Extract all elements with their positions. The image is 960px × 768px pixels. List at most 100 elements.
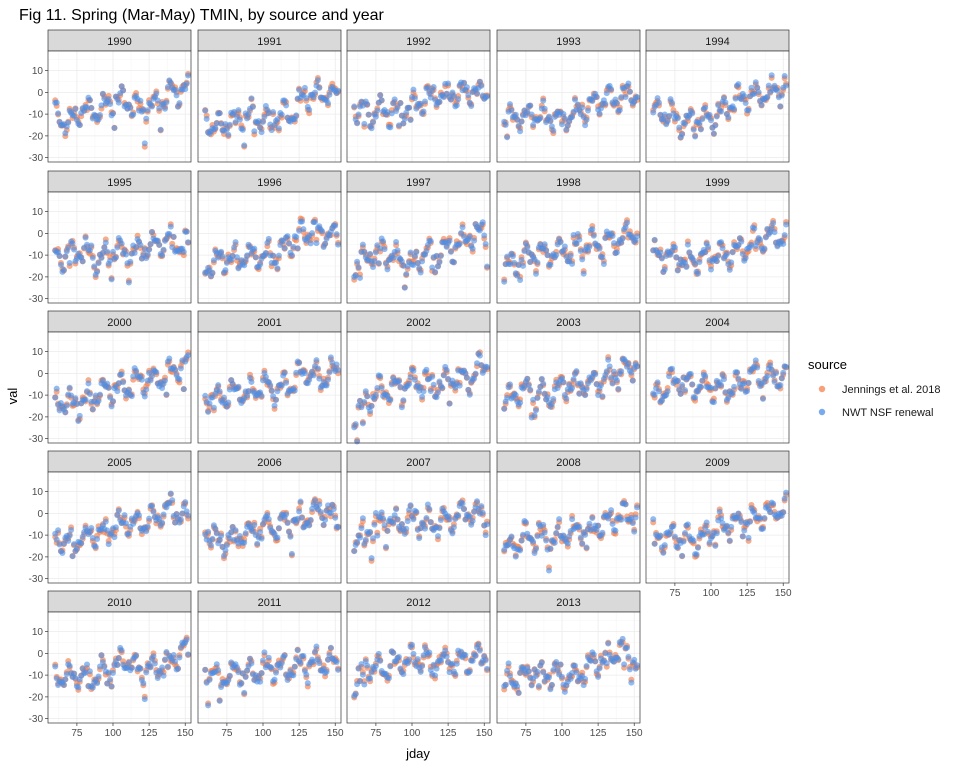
point-nwt — [258, 670, 265, 677]
point-nwt — [474, 498, 480, 505]
point-nwt — [430, 83, 437, 90]
point-nwt — [560, 111, 567, 118]
point-nwt — [372, 113, 379, 120]
point-nwt — [69, 240, 76, 247]
point-nwt — [284, 233, 291, 240]
point-nwt — [401, 115, 408, 122]
point-nwt — [700, 531, 707, 538]
point-nwt — [508, 533, 515, 540]
point-nwt — [455, 512, 462, 519]
point-nwt — [433, 665, 440, 672]
y-tick-label: -10 — [29, 391, 44, 402]
point-nwt — [744, 387, 751, 394]
point-nwt — [603, 368, 610, 375]
plot-area-2013 — [497, 612, 640, 723]
point-nwt — [472, 652, 479, 659]
strip-label-1990: 1990 — [107, 36, 131, 48]
point-nwt — [409, 641, 415, 648]
points-2011 — [202, 643, 342, 709]
point-nwt — [160, 246, 167, 253]
x-tick-label: 100 — [703, 588, 720, 599]
point-nwt — [407, 502, 414, 509]
point-nwt — [563, 395, 570, 402]
point-nwt — [509, 253, 516, 260]
point-nwt — [358, 661, 365, 668]
x-tick-label: 150 — [775, 588, 792, 599]
point-nwt — [569, 260, 576, 267]
point-nwt — [185, 72, 192, 79]
point-nwt — [108, 403, 115, 410]
point-nwt — [283, 102, 290, 109]
point-nwt — [669, 99, 675, 106]
panel-1996: 1996 — [197, 170, 342, 304]
point-nwt — [172, 658, 179, 665]
panel-2003: 2003 — [496, 310, 641, 444]
point-nwt — [104, 248, 111, 255]
point-nwt — [218, 683, 225, 690]
point-nwt — [403, 525, 410, 532]
point-nwt — [576, 236, 583, 243]
point-nwt — [254, 540, 261, 547]
point-nwt — [390, 519, 397, 526]
point-nwt — [463, 84, 470, 91]
point-nwt — [114, 512, 121, 519]
point-nwt — [726, 266, 733, 273]
point-nwt — [365, 111, 372, 118]
point-nwt — [226, 121, 233, 128]
point-nwt — [650, 109, 657, 116]
point-nwt — [238, 680, 245, 687]
point-nwt — [689, 110, 696, 117]
point-nwt — [141, 140, 148, 147]
panel-border-2006 — [197, 471, 342, 584]
point-nwt — [143, 115, 150, 122]
point-nwt — [140, 680, 147, 687]
point-nwt — [427, 388, 434, 395]
point-nwt — [225, 399, 232, 406]
point-nwt — [146, 515, 153, 522]
point-nwt — [583, 386, 590, 393]
point-nwt — [149, 229, 155, 236]
point-nwt — [88, 525, 95, 532]
point-nwt — [742, 255, 749, 262]
point-nwt — [625, 80, 632, 87]
point-nwt — [105, 541, 112, 548]
point-nwt — [330, 505, 337, 512]
point-nwt — [725, 114, 732, 121]
point-nwt — [406, 506, 413, 513]
point-nwt — [252, 254, 259, 261]
point-nwt — [180, 386, 187, 393]
point-nwt — [469, 657, 476, 664]
point-nwt — [535, 388, 542, 395]
point-nwt — [202, 666, 209, 673]
point-nwt — [393, 506, 400, 513]
point-nwt — [553, 252, 560, 259]
point-nwt — [468, 103, 475, 110]
x-tick-label: 100 — [255, 728, 272, 739]
point-nwt — [616, 107, 623, 114]
point-nwt — [629, 520, 636, 527]
point-nwt — [213, 120, 220, 127]
strip-label-2008: 2008 — [556, 457, 580, 469]
point-nwt — [609, 520, 616, 527]
point-nwt — [94, 535, 101, 542]
panel-1993: 1993 — [496, 29, 641, 163]
point-nwt — [260, 118, 266, 125]
point-nwt — [320, 521, 327, 528]
point-nwt — [284, 677, 291, 684]
point-nwt — [533, 545, 539, 552]
point-nwt — [316, 501, 323, 508]
point-nwt — [176, 654, 183, 661]
y-tick-label: 10 — [32, 487, 44, 498]
point-nwt — [517, 399, 524, 406]
point-nwt — [215, 667, 222, 674]
point-nwt — [609, 380, 616, 387]
point-nwt — [299, 218, 305, 225]
point-nwt — [466, 668, 473, 675]
point-nwt — [446, 237, 453, 244]
point-nwt — [422, 644, 428, 651]
point-nwt — [606, 363, 613, 370]
point-nwt — [377, 657, 384, 664]
point-nwt — [760, 395, 766, 402]
panel-border-2002 — [346, 331, 491, 444]
point-nwt — [86, 96, 93, 103]
